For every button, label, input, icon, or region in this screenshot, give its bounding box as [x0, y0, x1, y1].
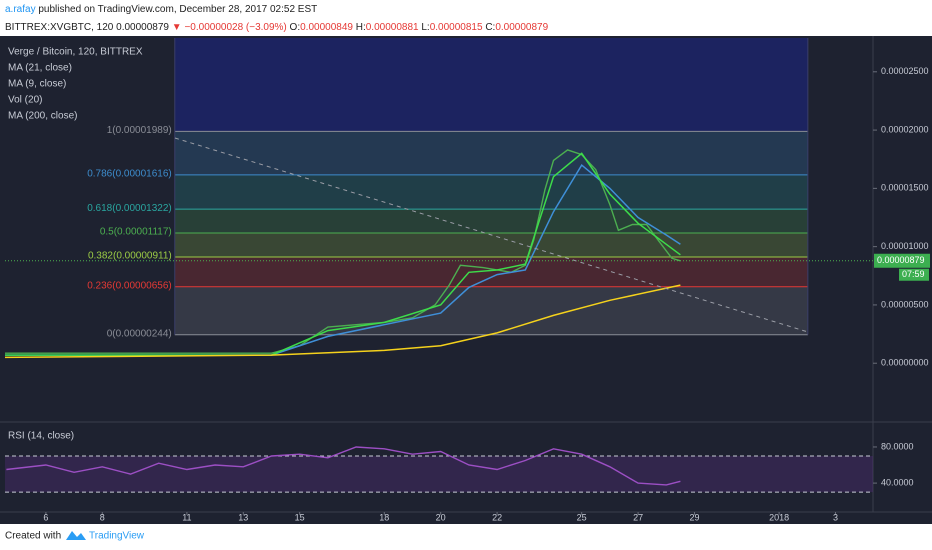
- header-line-1: a.rafay published on TradingView.com, De…: [5, 4, 317, 15]
- y-tick-label: 80.0000: [881, 441, 914, 451]
- trend-line: [174, 137, 809, 333]
- y-tick-label: 0.00002500: [881, 66, 929, 76]
- ohlc-value: 0.00000849: [300, 22, 353, 33]
- x-tick-label: 6: [43, 512, 48, 522]
- x-tick-label: 29: [689, 512, 699, 522]
- rsi-band: [5, 456, 873, 493]
- x-tick-label: 13: [238, 512, 248, 522]
- x-tick-label: 22: [492, 512, 502, 522]
- legend-entry: Verge / Bitcoin, 120, BITTREX: [8, 47, 143, 58]
- ohlc-label: O:: [290, 22, 301, 33]
- ohlc-label: H:: [356, 22, 366, 33]
- fib-band: [174, 131, 808, 175]
- symbol: BITTREX:XVGBTC, 120: [5, 22, 114, 33]
- x-tick-label: 15: [295, 512, 305, 522]
- x-tick-label: 18: [379, 512, 389, 522]
- x-tick-label: 27: [633, 512, 643, 522]
- x-tick-label: 3: [833, 512, 838, 522]
- fib-label: 0.618(0.00001322): [87, 203, 172, 214]
- legend-entry: Vol (20): [8, 95, 42, 106]
- y-tick-label: 0.00001000: [881, 241, 929, 251]
- ohlc-value: 0.00000815: [430, 22, 483, 33]
- series-line: [4, 284, 681, 359]
- fib-band: [174, 257, 808, 287]
- y-tick-label: 0.00000500: [881, 299, 929, 309]
- change: ▼ −0.00000028 (−3.09%): [172, 22, 287, 33]
- fib-label: 0(0.00000244): [107, 328, 172, 339]
- x-tick-label: 25: [577, 512, 587, 522]
- fib-label: 0.236(0.00000656): [87, 280, 172, 291]
- fib-label: 0.5(0.00001117): [100, 227, 172, 238]
- last: 0.00000879: [116, 22, 169, 33]
- series-line: [5, 152, 681, 356]
- x-tick-label: 8: [100, 512, 105, 522]
- footer-brand: TradingView: [89, 531, 145, 542]
- rsi-title: RSI (14, close): [8, 431, 74, 442]
- countdown-tag: [899, 268, 929, 281]
- legend-entry: MA (9, close): [8, 79, 66, 90]
- last-price-label: 0.00000879: [877, 255, 925, 265]
- header-line-2: BITTREX:XVGBTC, 120 0.00000879 ▼ −0.0000…: [5, 22, 549, 33]
- ohlc-label: L:: [421, 22, 429, 33]
- fib-band: [174, 286, 808, 335]
- fib-label: 0.382(0.00000911): [88, 251, 172, 262]
- fib-label: 0.786(0.00001616): [87, 168, 172, 179]
- x-tick-label: 11: [182, 512, 191, 522]
- legend-entry: MA (200, close): [8, 111, 77, 122]
- tv-logo: [66, 531, 86, 540]
- y-tick-label: 0.00001500: [881, 183, 929, 193]
- ohlc-label: C:: [485, 22, 495, 33]
- series-line: [6, 446, 681, 486]
- last-price-tag: [874, 253, 930, 268]
- author: a.rafay: [5, 4, 36, 15]
- y-tick-label: 0.00002000: [881, 124, 929, 134]
- y-tick-label: 40.0000: [881, 477, 914, 487]
- fib-band: [174, 209, 808, 234]
- published: published on TradingView.com, December 2…: [38, 4, 317, 15]
- legend-entry: MA (21, close): [8, 63, 72, 74]
- footer-created: Created with: [5, 531, 61, 542]
- fib-band: [174, 233, 808, 258]
- footer-bg: [0, 524, 932, 550]
- ohlc-value: 0.00000881: [366, 22, 419, 33]
- x-tick-label: 20: [436, 512, 446, 522]
- x-tick-label: 2018: [769, 512, 789, 522]
- series-line: [5, 163, 681, 356]
- ohlc-value: 0.00000879: [495, 22, 548, 33]
- fib-top-zone: [174, 38, 808, 132]
- fib-label: 1(0.00001989): [107, 125, 172, 136]
- header-bg: [0, 0, 932, 36]
- fib-band: [174, 174, 808, 210]
- countdown: 07:59: [902, 269, 925, 279]
- y-tick-label: 0.00000000: [881, 358, 929, 368]
